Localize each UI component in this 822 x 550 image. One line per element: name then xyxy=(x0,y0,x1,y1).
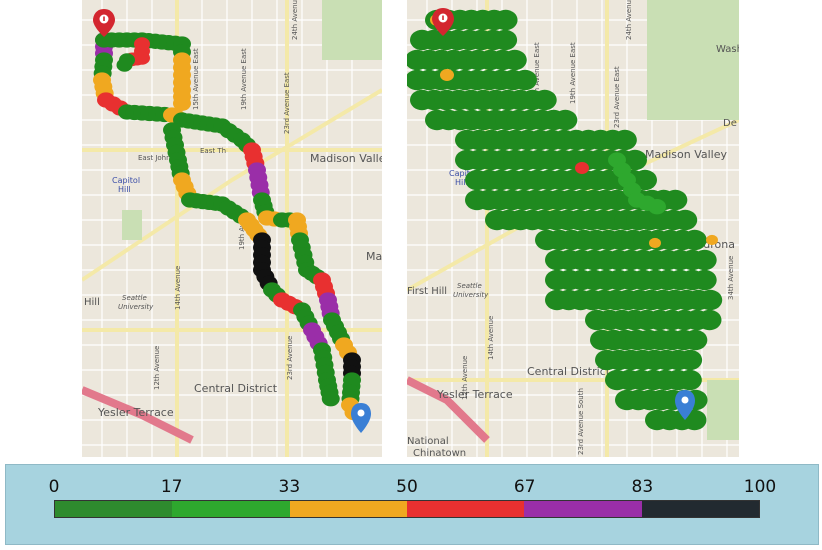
left-label-university: University xyxy=(118,303,154,311)
left-map-canvas: Madison Valle Capitol Hill East John Eas… xyxy=(82,0,382,457)
right-label-washington: Wash xyxy=(716,44,739,55)
left-gps-trace xyxy=(93,32,363,421)
right-label-yesler-terrace: Yesler Terrace xyxy=(436,388,513,401)
legend-tick-label: 50 xyxy=(396,477,418,497)
legend-tick-label: 67 xyxy=(513,477,536,497)
left-label-24th-ave: 24th Avenue xyxy=(291,0,299,40)
trace-point xyxy=(663,189,688,211)
trace-point xyxy=(692,269,717,291)
trace-point xyxy=(493,29,518,51)
trace-point xyxy=(673,209,698,231)
legend-segment-2 xyxy=(289,501,407,517)
trace-point xyxy=(173,95,191,111)
left-map-panel[interactable]: Madison Valle Capitol Hill East John Eas… xyxy=(82,0,382,457)
right-label-first-hill: First Hill xyxy=(407,286,447,297)
trace-point xyxy=(116,58,133,72)
right-label-24th-ave: 24th Avenue xyxy=(625,0,633,40)
trace-point xyxy=(575,162,589,174)
right-label-seattle: Seattle xyxy=(457,282,482,290)
right-label-national: National xyxy=(407,436,449,447)
legend-tick-label: 83 xyxy=(631,477,654,497)
legend-segment-0 xyxy=(55,501,173,517)
start-marker-icon[interactable] xyxy=(93,9,115,37)
legend-tick-label: 17 xyxy=(160,477,183,497)
trace-point xyxy=(623,149,647,171)
right-map-canvas: Wash Madison Valley Capitol Hill First H… xyxy=(407,0,739,457)
right-gps-trace xyxy=(407,9,723,431)
trace-point xyxy=(513,69,537,91)
trace-point xyxy=(532,89,557,111)
right-label-madison-valley: Madison Valley xyxy=(645,148,727,161)
left-label-seattle: Seattle xyxy=(122,294,147,302)
left-park xyxy=(322,0,382,60)
right-label-12th-ave: 12th Avenue xyxy=(461,356,469,400)
trace-point xyxy=(648,199,666,215)
trace-point xyxy=(612,129,637,151)
right-label-34th-ave: 34th Avenue xyxy=(727,256,735,300)
trace-point xyxy=(698,289,723,311)
left-label-12th-ave: 12th Avenue xyxy=(153,346,161,390)
trace-point xyxy=(502,49,527,71)
left-label-23rd-ave-b: 23rd Avenue xyxy=(286,336,294,380)
trace-point xyxy=(683,329,708,351)
trace-point xyxy=(697,309,722,331)
right-label-19th-ave: 19th Avenue East xyxy=(569,42,577,104)
trace-point xyxy=(692,249,717,271)
right-label-14th-ave: 14th Avenue xyxy=(487,316,495,360)
legend-segment-5 xyxy=(641,501,759,517)
left-label-east-thomas: East Th xyxy=(200,147,226,155)
right-label-23rd-ave: 23rd Avenue East xyxy=(613,66,621,128)
left-label-15th-ave: 15th Avenue East xyxy=(192,48,200,110)
left-label-capitol: Capitol xyxy=(112,176,140,185)
start-marker-icon-right[interactable] xyxy=(432,8,454,36)
right-label-hill: Hill xyxy=(455,178,468,187)
right-map-panel[interactable]: Wash Madison Valley Capitol Hill First H… xyxy=(407,0,739,457)
right-label-chinatown: Chinatown xyxy=(413,448,466,457)
trace-point xyxy=(553,109,578,131)
legend-color-bar xyxy=(54,500,760,518)
left-label-madison-valley: Madison Valle xyxy=(310,152,382,165)
trace-point xyxy=(678,349,703,371)
left-label-central-district: Central District xyxy=(194,382,278,395)
left-label-east-john: East John xyxy=(138,154,171,162)
legend-tick-label: 0 xyxy=(48,477,60,497)
left-label-19th-ave: 19th Avenue East xyxy=(240,48,248,110)
trace-point xyxy=(321,391,340,407)
legend-segment-4 xyxy=(524,501,642,517)
left-label-14th-ave: 14th Avenue xyxy=(174,266,182,310)
left-label-23rd-ave: 23rd Avenue East xyxy=(283,72,291,134)
trace-point xyxy=(493,9,518,31)
left-label-19th-ave-b: 19th Ave xyxy=(238,219,246,250)
right-label-23rd-ave-b: 23rd Avenue South xyxy=(577,388,585,455)
trace-point xyxy=(706,234,718,246)
right-freeway xyxy=(407,376,490,443)
color-scale-legend: 0 17 33 50 67 83 100 xyxy=(5,464,819,545)
right-label-15th-ave: 15th Avenue East xyxy=(533,42,541,104)
left-label-mad-edge: Ma xyxy=(366,250,382,263)
end-marker-icon-right[interactable] xyxy=(675,390,695,420)
left-freeway xyxy=(82,386,194,444)
right-park-small xyxy=(707,380,739,440)
legend-segment-1 xyxy=(172,501,290,517)
right-label-capitol: Capitol xyxy=(449,169,477,178)
left-label-yesler-terrace: Yesler Terrace xyxy=(97,406,174,419)
left-label-hill: Hill xyxy=(118,185,131,194)
trace-point xyxy=(649,237,661,249)
left-park-small xyxy=(122,210,142,240)
end-marker-icon[interactable] xyxy=(351,403,371,433)
legend-tick-label: 100 xyxy=(743,477,777,497)
right-park xyxy=(647,0,739,120)
trace-point xyxy=(440,69,454,81)
trace-point xyxy=(682,229,707,251)
legend-tick-label: 33 xyxy=(278,477,301,497)
trace-point xyxy=(677,369,702,391)
left-label-hill-2: Hill xyxy=(84,297,100,308)
right-label-university: University xyxy=(453,291,489,299)
trace-point xyxy=(633,169,657,191)
legend-segment-3 xyxy=(406,501,525,517)
right-label-de-edge: De xyxy=(723,118,737,129)
right-label-central-district: Central District xyxy=(527,365,611,378)
